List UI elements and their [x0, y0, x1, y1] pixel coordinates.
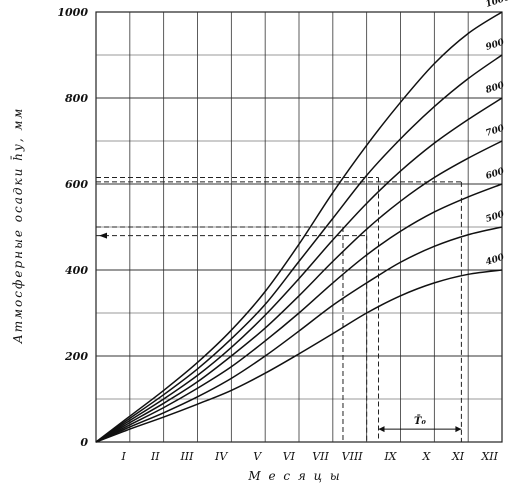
- series-line-900: [95, 54, 503, 443]
- series-label-1000: 1000: [485, 0, 513, 10]
- x-tick-label: XI: [451, 450, 465, 463]
- series-line-600: [95, 183, 503, 443]
- series-line-500: [95, 226, 503, 443]
- y-axis-title: Атмосферные осадки h̄у, мм: [9, 107, 25, 345]
- series-line-400: [95, 269, 503, 443]
- arrow-left-icon: [99, 232, 107, 239]
- x-tick-label: III: [179, 450, 194, 463]
- x-tick-label: II: [150, 450, 160, 463]
- x-tick-label: VIII: [342, 450, 364, 463]
- arrow-right-icon: [455, 426, 462, 433]
- series-label-500: 500: [485, 209, 507, 225]
- x-tick-label: IV: [214, 450, 228, 463]
- y-tick-label: 800: [65, 92, 88, 105]
- x-axis-ticks: I II III IV V VI VII VIII IX X XI XII: [120, 450, 498, 463]
- y-tick-label: 600: [65, 178, 88, 191]
- series-group: [95, 11, 503, 443]
- reference-lines: [96, 177, 462, 442]
- x-tick-label: VII: [312, 450, 329, 463]
- x-tick-label: I: [120, 450, 126, 463]
- series-label-700: 700: [485, 123, 507, 139]
- series-label-900: 900: [485, 37, 507, 53]
- series-line-700: [95, 140, 503, 443]
- series-label-400: 400: [485, 252, 507, 268]
- y-tick-label: 200: [64, 350, 88, 363]
- y-axis-ticks: 0 200 400 600 800 1000: [57, 6, 88, 449]
- y-tick-label: 400: [65, 264, 88, 277]
- annotation-label: T̄₀: [414, 415, 426, 427]
- x-tick-label: VI: [283, 450, 296, 463]
- x-tick-label: XII: [480, 450, 498, 463]
- annotation: T̄₀: [378, 415, 462, 433]
- y-tick-label: 0: [80, 436, 88, 449]
- x-tick-label: X: [421, 450, 431, 463]
- x-tick-label: V: [253, 450, 262, 463]
- arrow-left-icon: [378, 426, 385, 433]
- y-tick-label: 1000: [57, 6, 88, 19]
- series-line-800: [95, 97, 503, 443]
- series-line-1000: [95, 11, 503, 443]
- series-label-600: 600: [485, 166, 507, 182]
- series-label-800: 800: [485, 80, 507, 96]
- x-tick-label: IX: [383, 450, 397, 463]
- x-axis-title: М е с я ц ы: [247, 469, 341, 483]
